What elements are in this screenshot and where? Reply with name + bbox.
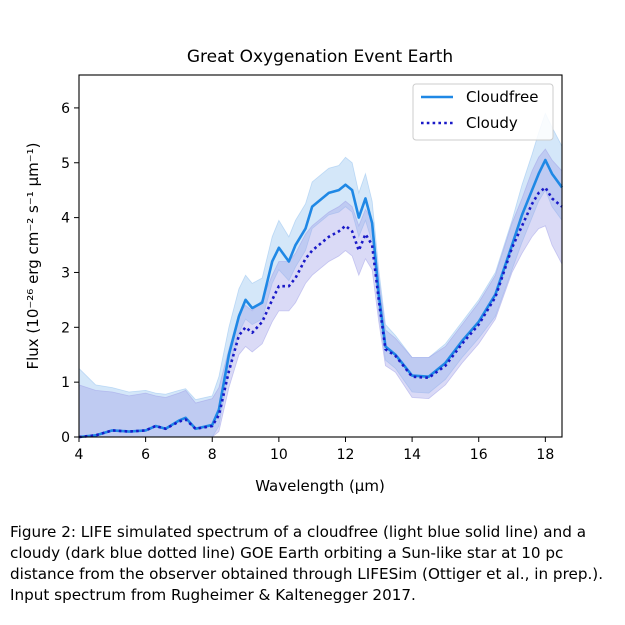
- x-tick-label: 4: [75, 447, 84, 463]
- x-tick-label: 6: [141, 447, 150, 463]
- y-tick-label: 1: [61, 375, 70, 391]
- series-lines: [78, 158, 564, 439]
- x-tick-label: 14: [403, 447, 421, 463]
- band-cloudfree: [78, 112, 563, 438]
- y-axis-label: Flux (10⁻²⁶ erg cm⁻² s⁻¹ μm⁻¹): [24, 142, 42, 369]
- legend: Cloudfree Cloudy: [412, 83, 554, 141]
- x-tick-label: 12: [337, 447, 355, 463]
- legend-label-cloudy: Cloudy: [466, 114, 518, 132]
- confidence-bands: [78, 112, 563, 438]
- y-tick-label: 3: [61, 265, 70, 281]
- x-tick-label: 10: [270, 447, 288, 463]
- y-tick-label: 6: [61, 101, 70, 117]
- x-tick-label: 18: [536, 447, 554, 463]
- legend-label-cloudfree: Cloudfree: [466, 88, 538, 106]
- y-tick-label: 2: [61, 320, 70, 336]
- figure-caption: Figure 2: LIFE simulated spectrum of a c…: [10, 523, 604, 604]
- y-tick-label: 5: [61, 156, 70, 172]
- series-line-cloudfree: [78, 158, 564, 439]
- y-axis-ticks: 0 1 2 3 4 5 6: [61, 101, 79, 446]
- figure: Great Oxygenation Event Earth 4 6 8 10 12 14 1…: [24, 47, 564, 495]
- plot-frame: [78, 74, 563, 438]
- x-axis-label: Wavelength (μm): [255, 477, 385, 495]
- chart-title: Great Oxygenation Event Earth: [187, 47, 453, 67]
- x-axis-ticks: 4 6 8 10 12 14 16 18: [75, 437, 554, 463]
- y-tick-label: 4: [61, 211, 70, 227]
- x-tick-label: 16: [470, 447, 488, 463]
- x-tick-label: 8: [208, 447, 217, 463]
- y-tick-label: 0: [61, 430, 70, 446]
- series-line-cloudy: [78, 186, 563, 439]
